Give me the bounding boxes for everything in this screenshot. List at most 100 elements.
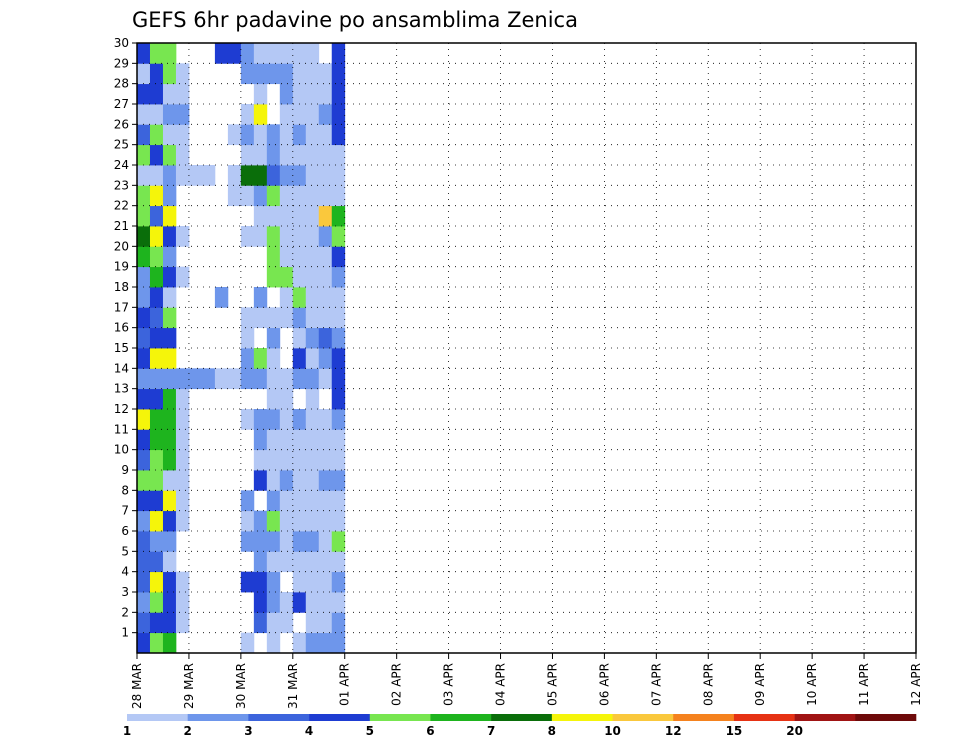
heatmap-cell xyxy=(331,165,346,186)
heatmap-cell xyxy=(331,409,346,430)
heatmap-cell xyxy=(266,449,281,471)
y-tick-label: 15 xyxy=(114,341,129,355)
heatmap-cell xyxy=(305,205,320,227)
heatmap-cell xyxy=(318,165,333,186)
heatmap-cell xyxy=(149,307,164,329)
heatmap-cell xyxy=(331,307,346,329)
heatmap-cell xyxy=(318,531,333,552)
heatmap-cell xyxy=(137,490,151,512)
heatmap-cell xyxy=(253,429,268,451)
heatmap-cell xyxy=(331,632,346,654)
legend-label: 5 xyxy=(366,724,374,738)
heatmap-cell xyxy=(149,449,164,471)
heatmap-cell xyxy=(266,592,281,613)
heatmap-cell xyxy=(331,571,346,593)
x-tick-label: 10 APR xyxy=(805,663,819,706)
heatmap-cell xyxy=(137,510,151,532)
heatmap-cell xyxy=(266,63,281,85)
heatmap-cell xyxy=(305,43,320,64)
heatmap-cell xyxy=(149,83,164,105)
heatmap-cell xyxy=(253,612,268,634)
heatmap-cell xyxy=(253,165,268,186)
heatmap-cell xyxy=(137,409,151,430)
x-tick-label: 05 APR xyxy=(545,663,559,706)
heatmap-cell xyxy=(279,63,294,85)
y-tick-label: 16 xyxy=(114,321,129,335)
heatmap-cell xyxy=(331,246,346,268)
heatmap-cell xyxy=(162,246,177,268)
heatmap-cell xyxy=(292,531,307,552)
heatmap-cell xyxy=(162,83,177,105)
heatmap-cell xyxy=(292,510,307,532)
heatmap-cell xyxy=(175,266,190,288)
heatmap-cell xyxy=(331,185,346,207)
heatmap-cell xyxy=(292,246,307,268)
heatmap-cell xyxy=(266,246,281,268)
y-tick-label: 19 xyxy=(114,260,129,274)
x-tick-label: 06 APR xyxy=(597,663,611,706)
heatmap-cell xyxy=(266,185,281,207)
heatmap-cell xyxy=(253,531,268,552)
y-tick-label: 12 xyxy=(114,402,129,416)
heatmap-cell xyxy=(318,348,333,369)
heatmap-cell xyxy=(279,185,294,207)
legend-swatch xyxy=(733,714,795,721)
heatmap-cell xyxy=(240,307,255,329)
heatmap-cell xyxy=(253,348,268,369)
heatmap-cell xyxy=(305,104,320,125)
x-tick-label: 28 MAR xyxy=(130,663,144,709)
heatmap-cell xyxy=(175,165,190,186)
y-tick-label: 29 xyxy=(114,56,129,70)
heatmap-cell xyxy=(175,571,190,593)
y-tick-label: 2 xyxy=(121,605,129,619)
heatmap-cell xyxy=(292,205,307,227)
heatmap-cell xyxy=(162,307,177,329)
heatmap-cell xyxy=(292,449,307,471)
heatmap-cell xyxy=(162,63,177,85)
heatmap-cell xyxy=(149,592,164,613)
x-tick-label: 08 APR xyxy=(701,663,715,706)
heatmap-cell xyxy=(266,327,281,349)
heatmap-cell xyxy=(279,551,294,573)
legend-label: 4 xyxy=(305,724,313,738)
y-tick-label: 5 xyxy=(121,544,129,558)
heatmap-cell xyxy=(149,368,164,390)
legend-swatch xyxy=(794,714,856,721)
legend-label: 3 xyxy=(244,724,252,738)
heatmap-cell xyxy=(253,185,268,207)
heatmap-cell xyxy=(279,246,294,268)
heatmap-cell xyxy=(149,409,164,430)
heatmap-cell xyxy=(331,388,346,410)
heatmap-cell xyxy=(305,266,320,288)
heatmap-cell xyxy=(266,307,281,329)
y-tick-label: 3 xyxy=(121,585,129,599)
heatmap-cell xyxy=(279,449,294,471)
heatmap-cell xyxy=(266,429,281,451)
heatmap-cell xyxy=(279,388,294,410)
heatmap-cell xyxy=(162,571,177,593)
heatmap-cell xyxy=(137,348,151,369)
heatmap-cell xyxy=(266,144,281,166)
legend-label: 6 xyxy=(426,724,434,738)
heatmap-cell xyxy=(331,226,346,247)
heatmap-cell xyxy=(279,287,294,308)
heatmap-cell xyxy=(149,490,164,512)
heatmap-cell xyxy=(137,43,151,64)
heatmap-cell xyxy=(162,531,177,552)
heatmap-cell xyxy=(318,490,333,512)
heatmap-cell xyxy=(175,409,190,430)
legend-swatch xyxy=(673,714,735,721)
heatmap-cell xyxy=(305,592,320,613)
heatmap-cell xyxy=(318,551,333,573)
x-tick-label: 03 APR xyxy=(442,663,456,706)
heatmap-cell xyxy=(149,470,164,491)
heatmap-cell xyxy=(318,368,333,390)
heatmap-cell xyxy=(318,83,333,105)
heatmap-cell xyxy=(266,226,281,247)
heatmap-cell xyxy=(266,551,281,573)
heatmap-cell xyxy=(162,348,177,369)
heatmap-cell xyxy=(137,63,151,85)
heatmap-cell xyxy=(292,63,307,85)
heatmap-cell xyxy=(162,226,177,247)
